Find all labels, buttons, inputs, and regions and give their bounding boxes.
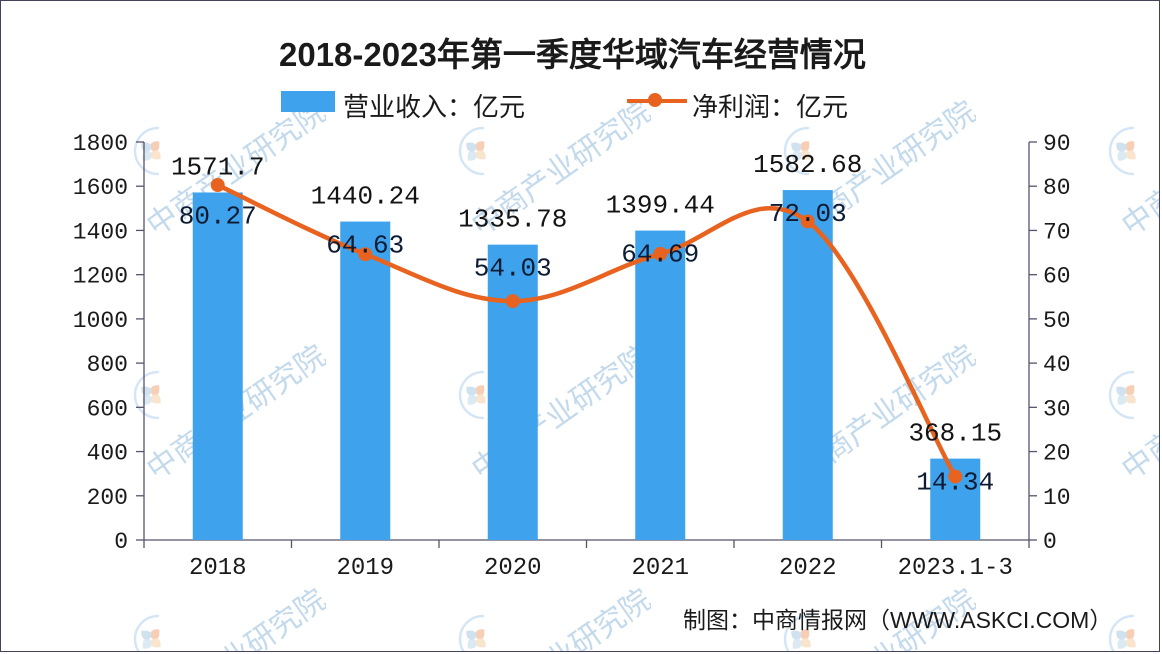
svg-text:1399.44: 1399.44 xyxy=(606,191,715,221)
svg-text:1200: 1200 xyxy=(73,264,128,290)
svg-text:1582.68: 1582.68 xyxy=(753,150,862,180)
svg-text:600: 600 xyxy=(87,396,128,422)
svg-text:64.63: 64.63 xyxy=(326,231,404,261)
svg-text:54.03: 54.03 xyxy=(474,254,552,284)
svg-text:1440.24: 1440.24 xyxy=(311,182,420,212)
svg-text:2022: 2022 xyxy=(779,555,837,582)
svg-text:10: 10 xyxy=(1043,485,1071,511)
svg-text:2020: 2020 xyxy=(484,555,542,582)
svg-text:40: 40 xyxy=(1043,352,1071,378)
svg-text:90: 90 xyxy=(1043,131,1071,157)
svg-text:1600: 1600 xyxy=(73,175,128,201)
svg-text:2018: 2018 xyxy=(189,555,247,582)
svg-text:1800: 1800 xyxy=(73,131,128,157)
svg-text:800: 800 xyxy=(87,352,128,378)
svg-text:2021: 2021 xyxy=(631,555,689,582)
svg-text:70: 70 xyxy=(1043,219,1071,245)
svg-text:2023.1-3: 2023.1-3 xyxy=(898,555,1013,582)
svg-text:0: 0 xyxy=(114,529,128,555)
svg-text:72.03: 72.03 xyxy=(769,199,847,229)
svg-text:1571.7: 1571.7 xyxy=(171,152,265,182)
svg-text:2019: 2019 xyxy=(336,555,394,582)
svg-text:1400: 1400 xyxy=(73,219,128,245)
svg-text:60: 60 xyxy=(1043,264,1071,290)
svg-text:30: 30 xyxy=(1043,396,1071,422)
svg-text:1335.78: 1335.78 xyxy=(458,205,567,235)
svg-text:50: 50 xyxy=(1043,308,1071,334)
svg-text:368.15: 368.15 xyxy=(908,419,1002,449)
svg-text:400: 400 xyxy=(87,441,128,467)
svg-text:20: 20 xyxy=(1043,441,1071,467)
svg-text:80.27: 80.27 xyxy=(179,201,257,231)
svg-text:1000: 1000 xyxy=(73,308,128,334)
svg-text:64.69: 64.69 xyxy=(621,240,699,270)
svg-text:0: 0 xyxy=(1043,529,1057,555)
svg-text:200: 200 xyxy=(87,485,128,511)
svg-text:14.34: 14.34 xyxy=(916,468,994,498)
svg-text:80: 80 xyxy=(1043,175,1071,201)
